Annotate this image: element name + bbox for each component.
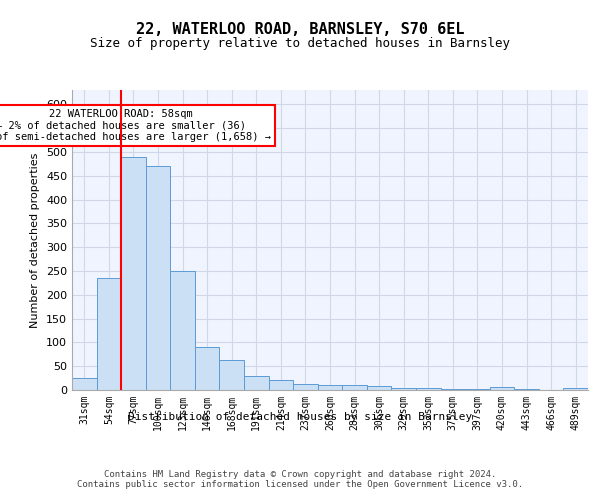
Bar [318, 385, 342, 390]
Bar [269, 380, 293, 390]
Text: Distribution of detached houses by size in Barnsley: Distribution of detached houses by size … [128, 412, 472, 422]
Bar [514, 389, 539, 390]
Bar [121, 156, 146, 390]
Bar [465, 389, 490, 390]
Bar [391, 388, 416, 390]
Bar [416, 388, 440, 390]
Bar [220, 360, 244, 390]
Bar [563, 388, 588, 390]
Bar [293, 384, 318, 390]
Bar [342, 385, 367, 390]
Bar [97, 278, 121, 390]
Bar [367, 386, 391, 390]
Text: Size of property relative to detached houses in Barnsley: Size of property relative to detached ho… [90, 38, 510, 51]
Bar [146, 166, 170, 390]
Bar [195, 347, 220, 390]
Bar [244, 376, 269, 390]
Y-axis label: Number of detached properties: Number of detached properties [31, 152, 40, 328]
Bar [170, 271, 195, 390]
Text: 22, WATERLOO ROAD, BARNSLEY, S70 6EL: 22, WATERLOO ROAD, BARNSLEY, S70 6EL [136, 22, 464, 38]
Bar [72, 378, 97, 390]
Text: 22 WATERLOO ROAD: 58sqm
← 2% of detached houses are smaller (36)
97% of semi-det: 22 WATERLOO ROAD: 58sqm ← 2% of detached… [0, 109, 271, 142]
Bar [490, 387, 514, 390]
Bar [440, 388, 465, 390]
Text: Contains HM Land Registry data © Crown copyright and database right 2024.
Contai: Contains HM Land Registry data © Crown c… [77, 470, 523, 490]
